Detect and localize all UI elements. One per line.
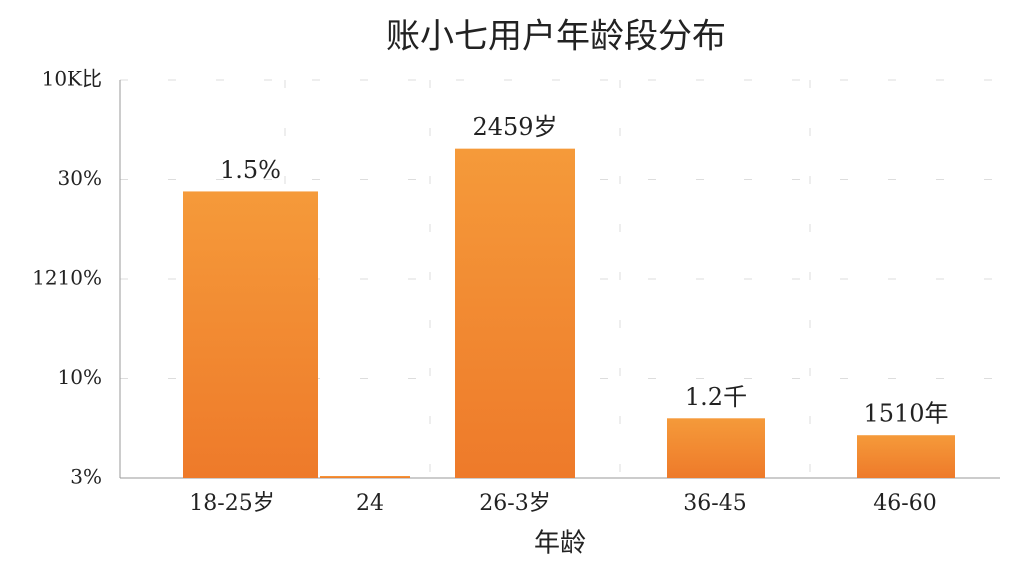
data-label: 1.2千 [685,383,747,411]
bar [455,148,575,478]
x-tick-label: 26-3岁 [479,491,550,516]
data-label: 2459岁 [472,113,557,141]
y-tick-label: 3% [70,465,102,489]
data-label: 1.5% [220,156,281,184]
x-tick-label: 36-45 [683,491,746,516]
data-label: 1510年 [863,400,948,428]
bar [183,191,318,478]
bar [667,418,765,478]
y-tick-label: 10% [58,365,102,389]
bar [857,435,955,478]
x-axis-label: 年龄 [534,529,586,559]
x-tick-label: 24 [356,491,384,516]
y-tick-label: 1210% [32,266,102,290]
chart-title: 账小七用户年龄段分布 [386,17,726,57]
bar [320,476,410,479]
y-tick-label: 10K比 [42,67,102,91]
x-tick-label: 46-60 [873,491,936,516]
y-tick-label: 30% [58,166,102,190]
x-tick-label: 18-25岁 [189,491,274,516]
